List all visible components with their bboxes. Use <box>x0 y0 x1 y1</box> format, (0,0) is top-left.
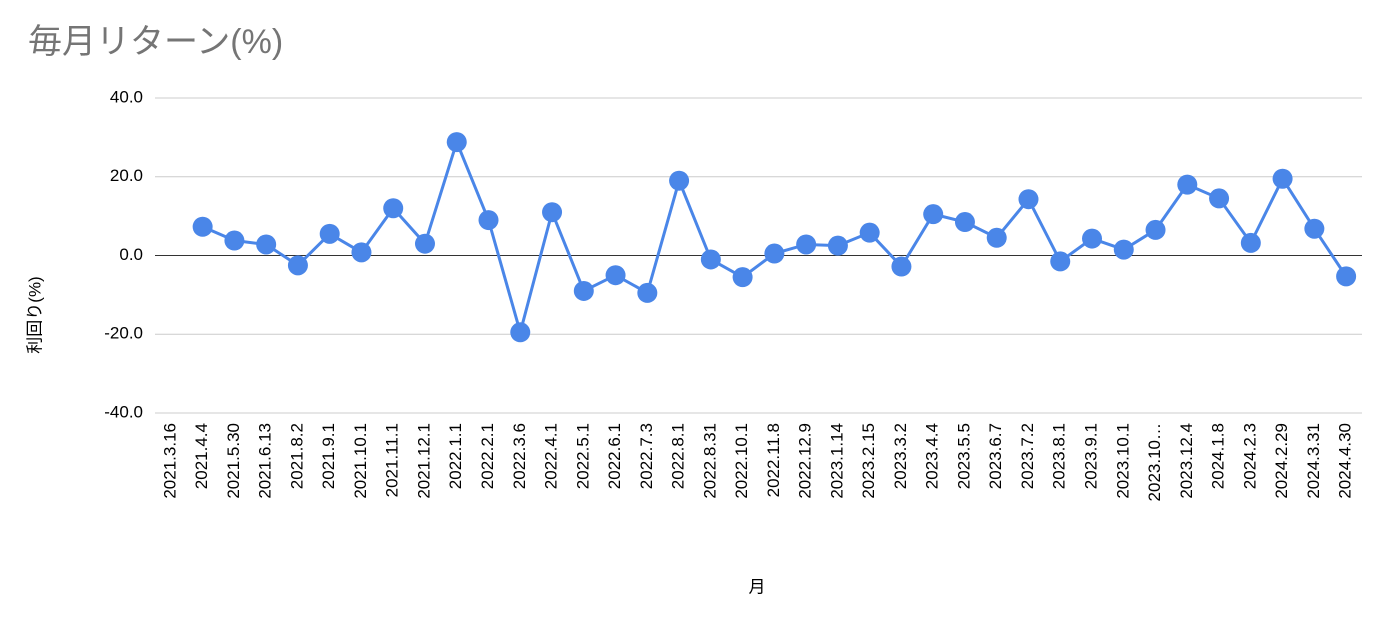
x-tick-label: 2022.12.9 <box>796 423 815 499</box>
point <box>669 170 690 191</box>
point <box>827 235 848 256</box>
x-tick-label: 2024.2.3 <box>1240 423 1259 489</box>
y-tick-label: 40.0 <box>110 87 143 106</box>
x-tick-label: 2021.10.1 <box>351 423 370 499</box>
x-tick-label: 2021.5.30 <box>224 423 243 499</box>
x-tick-label: 2024.4.30 <box>1336 423 1355 499</box>
point <box>891 256 912 277</box>
point <box>1050 251 1071 272</box>
point <box>414 233 435 254</box>
y-tick-label: -20.0 <box>104 324 143 343</box>
point <box>986 227 1007 248</box>
x-axis-label: 月 <box>749 577 766 596</box>
point <box>1272 168 1293 189</box>
point <box>573 280 594 301</box>
point <box>732 267 753 288</box>
point <box>1018 189 1039 210</box>
point <box>1304 218 1325 239</box>
x-tick-label: 2024.3.31 <box>1304 423 1323 499</box>
y-tick-label: -40.0 <box>104 402 143 421</box>
x-tick-label: 2021.9.1 <box>319 423 338 489</box>
x-tick-label: 2022.6.1 <box>605 423 624 489</box>
x-tick-label: 2023.2.15 <box>859 423 878 499</box>
x-tick-label: 2022.8.31 <box>700 423 719 499</box>
x-tick-label: 2023.4.4 <box>923 423 942 489</box>
x-tick-label: 2022.7.3 <box>637 423 656 489</box>
line <box>202 137 1348 338</box>
x-tick-label: 2021.11.1 <box>383 423 402 497</box>
x-tick-label: 2022.8.1 <box>669 423 688 489</box>
point <box>1336 266 1357 287</box>
x-tick-label: 2023.8.1 <box>1050 423 1069 489</box>
x-tick-label: 2023.6.7 <box>986 423 1005 489</box>
x-tick-label: 2022.11.8 <box>764 423 783 497</box>
point <box>764 243 785 264</box>
point <box>542 202 563 223</box>
x-tick-label: 2023.12.4 <box>1177 423 1196 499</box>
point <box>287 255 308 276</box>
point <box>1113 239 1134 260</box>
point <box>1209 188 1230 209</box>
x-tick-label: 2021.8.2 <box>287 423 306 489</box>
x-tick-label: 2021.3.16 <box>160 423 179 499</box>
point <box>637 282 658 303</box>
x-tick-label: 2023.1.14 <box>827 423 846 499</box>
point <box>510 322 531 343</box>
y-tick-label: 0.0 <box>119 245 143 264</box>
chart-title: 毎月リターン(%) <box>28 23 283 61</box>
point <box>192 216 213 237</box>
point <box>383 198 404 219</box>
point <box>923 204 944 225</box>
x-tick-label: 2022.5.1 <box>573 423 592 489</box>
point <box>1240 232 1261 253</box>
x-tick-label: 2021.12.1 <box>414 423 433 499</box>
x-tick-label: 2023.5.5 <box>954 423 973 489</box>
point <box>605 265 626 286</box>
x-tick-label: 2022.10.1 <box>732 423 751 499</box>
x-tick-label: 2022.4.1 <box>542 423 561 489</box>
point <box>446 132 467 153</box>
x-tick-label: 2021.4.4 <box>192 423 211 489</box>
x-tick-label: 2023.9.1 <box>1081 423 1100 489</box>
x-tick-label: 2022.1.1 <box>446 423 465 489</box>
x-tick-label: 2024.2.29 <box>1272 423 1291 499</box>
x-tick-label: 2022.2.1 <box>478 423 497 489</box>
point <box>1145 219 1166 240</box>
y-tick-label: 20.0 <box>110 166 143 185</box>
x-tick-label: 2023.10.1 <box>1113 423 1132 499</box>
point <box>954 212 975 233</box>
x-tick-label: 2024.1.8 <box>1209 423 1228 489</box>
point <box>1177 174 1198 195</box>
x-tick-label: 2023.7.2 <box>1018 423 1037 489</box>
point <box>1082 228 1103 249</box>
point <box>351 242 372 263</box>
point <box>478 210 499 231</box>
point <box>319 223 340 244</box>
point <box>256 234 277 255</box>
point <box>796 234 817 255</box>
x-tick-label: 2023.3.2 <box>891 423 910 489</box>
point <box>700 249 721 270</box>
x-tick-label: 2022.3.6 <box>510 423 529 489</box>
x-tick-label: 2023.10… <box>1145 423 1164 501</box>
x-tick-label: 2021.6.13 <box>256 423 275 499</box>
point <box>224 230 245 251</box>
y-axis-label: 利回り(%) <box>25 276 44 353</box>
point <box>859 222 880 243</box>
